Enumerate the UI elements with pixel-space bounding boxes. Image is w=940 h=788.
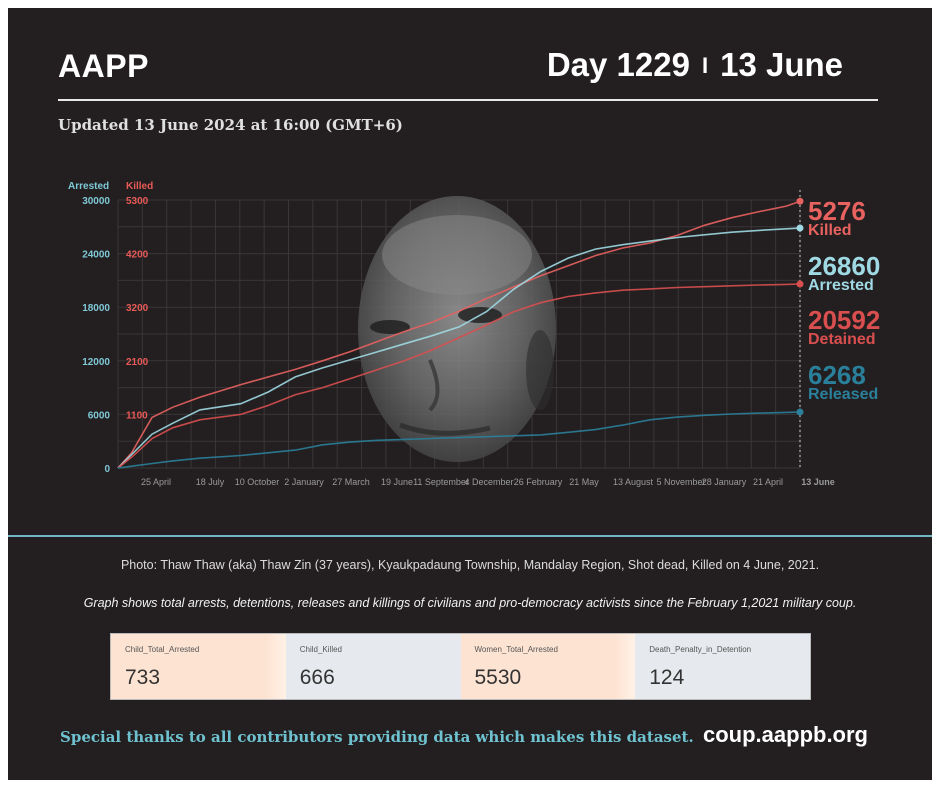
y-axis-title-arrested: Arrested [68, 181, 109, 192]
stat-cards: Child_Total_Arrested 733 Child_Killed 66… [110, 633, 811, 700]
portrait-photo [358, 196, 556, 462]
y-tick-arrested: 30000 [82, 196, 110, 207]
x-tick-label: 27 March [332, 477, 370, 487]
heading-separator: I [701, 53, 709, 78]
stat-card-label: Death_Penalty_in_Detention [649, 645, 752, 654]
y-tick-killed: 2100 [126, 357, 149, 368]
stat-card-women-arrested: Women_Total_Arrested 5530 [460, 634, 636, 699]
stat-card-value: 5530 [474, 666, 522, 689]
x-tick-label: 5 November [656, 477, 705, 487]
date-label: 13 June [720, 46, 843, 83]
cumulative-line-chart: Arrested Killed 30000 24000 18000 12000 6000… [68, 181, 880, 487]
org-name: AAPP [58, 48, 149, 84]
header-divider [58, 99, 878, 101]
y-tick-arrested: 12000 [82, 357, 110, 368]
end-label-value: 6268 [808, 360, 866, 390]
end-label-name: Released [808, 386, 878, 403]
y-axis-ticks: 30000 24000 18000 12000 6000 0 5300 4200 3200 210… [82, 196, 148, 475]
end-label-name: Killed [808, 222, 852, 239]
x-tick-label: 18 July [196, 477, 225, 487]
site-url: coup.aappb.org [703, 722, 868, 747]
x-tick-label: 2 January [284, 477, 324, 487]
series-endpoint-detained [796, 280, 804, 288]
y-tick-killed: 4200 [126, 250, 149, 261]
series-endpoint-killed [796, 197, 804, 205]
updated-timestamp: Updated 13 June 2024 at 16:00 (GMT+6) [58, 116, 403, 134]
series-endpoint-released [796, 408, 804, 416]
series-line-released [117, 411, 801, 469]
day-date-heading: Day 1229 I 13 June [547, 46, 843, 84]
x-tick-label: 28 January [702, 477, 747, 487]
graph-note: Graph shows total arrests, detentions, r… [83, 596, 857, 610]
y-tick-arrested: 6000 [88, 410, 111, 421]
series-line-killed [117, 200, 801, 469]
stat-card-label: Child_Killed [299, 645, 342, 654]
x-tick-label: 13 August [613, 477, 654, 487]
photo-caption: Photo: Thaw Thaw (aka) Thaw Zin (37 year… [120, 558, 820, 572]
x-tick-label: 19 June [381, 477, 413, 487]
y-tick-arrested: 18000 [82, 303, 110, 314]
x-tick-label: 21 April [753, 477, 783, 487]
end-label-value: 5276 [808, 196, 866, 226]
stat-card-label: Child_Total_Arrested [125, 645, 200, 654]
x-tick-label: 10 October [235, 477, 280, 487]
x-tick-label: 25 April [141, 477, 171, 487]
x-tick-label: 4 December [464, 477, 513, 487]
y-tick-arrested: 24000 [82, 250, 110, 261]
chart-divider [8, 535, 932, 537]
x-tick-label: 11 September [413, 477, 469, 487]
y-tick-killed: 3200 [126, 303, 149, 314]
y-axis-title-killed: Killed [126, 181, 153, 192]
y-tick-killed: 1100 [126, 410, 148, 421]
y-tick-killed: 5300 [126, 196, 149, 207]
day-label: Day 1229 [546, 46, 690, 83]
series-line-detained [117, 283, 801, 469]
x-axis-ticks: 25 April 18 July 10 October 2 January 27 Mar… [141, 477, 835, 487]
stat-card-value: 666 [299, 666, 335, 689]
x-tick-label: 13 June [801, 477, 835, 487]
stat-card-label: Women_Total_Arrested [474, 645, 558, 654]
series-lines [117, 197, 804, 469]
end-label-name: Arrested [808, 277, 874, 294]
end-label-value: 20592 [808, 305, 880, 335]
stat-card-value: 733 [125, 666, 161, 689]
series-line-arrested [117, 227, 801, 469]
stat-card-child-killed: Child_Killed 666 [285, 634, 461, 699]
thanks-text: Special thanks to all contributors provi… [60, 728, 694, 746]
x-tick-label: 26 February [514, 477, 563, 487]
y-tick-arrested: 0 [104, 464, 110, 475]
end-label-value: 26860 [808, 251, 880, 281]
end-label-name: Detained [808, 331, 876, 348]
series-endpoint-arrested [796, 224, 804, 232]
stat-card-child-arrested: Child_Total_Arrested 733 [111, 634, 286, 699]
stat-card-death-penalty: Death_Penalty_in_Detention 124 [635, 634, 810, 699]
x-tick-label: 21 May [569, 477, 599, 487]
stat-card-value: 124 [649, 666, 685, 689]
